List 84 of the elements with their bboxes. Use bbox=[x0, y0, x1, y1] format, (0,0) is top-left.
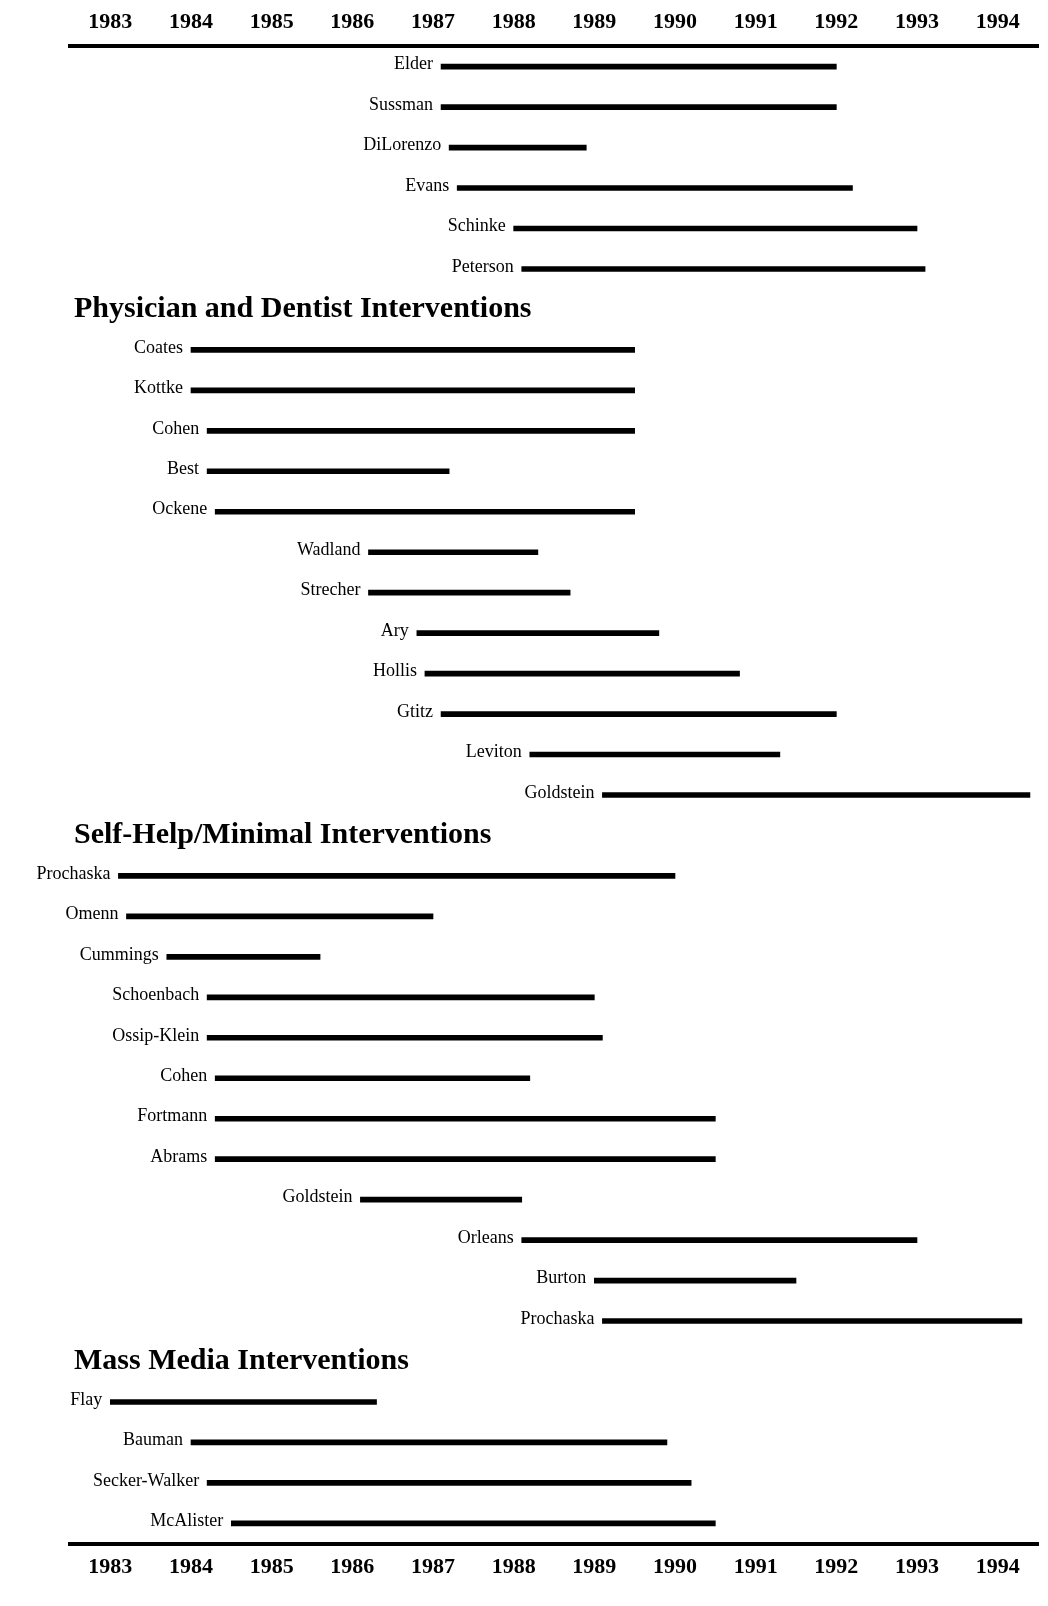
bar bbox=[206, 1034, 603, 1041]
bar bbox=[214, 508, 635, 515]
y-tick-label: Schinke bbox=[447, 215, 506, 236]
x2-tick-label: 1992 bbox=[814, 1553, 859, 1579]
y-tick-label: Gtitz bbox=[397, 700, 434, 721]
y-tick-label: Orleans bbox=[457, 1226, 514, 1247]
x-tick-label: 1983 bbox=[88, 7, 133, 33]
x2-tick-label: 1988 bbox=[491, 1553, 536, 1579]
y-tick-label: Prochaska bbox=[36, 862, 111, 883]
y-tick-label: Goldstein bbox=[282, 1186, 353, 1207]
y-tick-label: Evans bbox=[405, 174, 450, 195]
bar bbox=[206, 468, 450, 475]
y-tick-label: Sussman bbox=[369, 93, 434, 114]
bar bbox=[456, 185, 853, 191]
bar bbox=[206, 1480, 692, 1486]
y-tick-label: Kottke bbox=[134, 377, 183, 398]
x2-tick-label: 1986 bbox=[330, 1553, 375, 1579]
bar bbox=[214, 1156, 716, 1163]
x-tick-label: 1990 bbox=[653, 7, 697, 33]
y-tick-label: Flay bbox=[70, 1388, 103, 1409]
y-tick-label: Burton bbox=[536, 1267, 587, 1288]
y-tick-label: Elder bbox=[394, 53, 434, 74]
y-tick-label: Ary bbox=[380, 619, 409, 640]
x-tick-label: 1985 bbox=[249, 7, 294, 33]
bar bbox=[440, 104, 837, 110]
x-tick-label: 1994 bbox=[975, 7, 1020, 33]
bar bbox=[206, 994, 595, 1001]
x-tick-label: 1988 bbox=[491, 7, 536, 33]
bar bbox=[214, 1075, 531, 1082]
y-tick-label: Leviton bbox=[465, 741, 522, 762]
x2-tick-label: 1990 bbox=[653, 1553, 697, 1579]
annotation: Mass Media Interventions bbox=[74, 1342, 409, 1376]
bar bbox=[602, 1318, 1023, 1324]
y-tick-label: Fortmann bbox=[137, 1105, 208, 1126]
x2-tick-label: 1985 bbox=[249, 1553, 294, 1579]
y-tick-label: Wadland bbox=[296, 538, 361, 559]
bar bbox=[521, 1237, 918, 1243]
bar bbox=[521, 266, 926, 272]
x-tick-label: 1984 bbox=[169, 7, 213, 33]
bar bbox=[602, 792, 1031, 798]
bar bbox=[190, 347, 635, 353]
annotation: Physician and Dentist Interventions bbox=[74, 290, 532, 324]
bar bbox=[214, 1115, 716, 1122]
x-tick-label: 1986 bbox=[330, 7, 375, 33]
x2-tick-label: 1993 bbox=[895, 1553, 939, 1579]
bar bbox=[110, 1399, 377, 1405]
y-tick-label: Cohen bbox=[152, 417, 200, 438]
y-tick-label: Secker-Walker bbox=[92, 1469, 200, 1490]
y-tick-label: Prochaska bbox=[520, 1307, 595, 1328]
y-tick-label: Omenn bbox=[65, 903, 119, 924]
y-tick-label: McAlister bbox=[150, 1510, 224, 1531]
x2-tick-label: 1983 bbox=[88, 1553, 133, 1579]
bar bbox=[166, 954, 321, 960]
y-tick-label: Cummings bbox=[79, 943, 159, 964]
y-tick-label: Ossip-Klein bbox=[112, 1024, 200, 1045]
bar bbox=[440, 711, 837, 717]
y-tick-label: Schoenbach bbox=[112, 984, 200, 1005]
y-tick-label: Bauman bbox=[123, 1429, 183, 1450]
x2-tick-label: 1994 bbox=[975, 1553, 1020, 1579]
annotation: Self-Help/Minimal Interventions bbox=[74, 816, 492, 850]
y-tick-label: Coates bbox=[134, 336, 183, 357]
x2-tick-label: 1984 bbox=[169, 1553, 213, 1579]
x-tick-label: 1987 bbox=[411, 7, 455, 33]
x-tick-label: 1989 bbox=[572, 7, 617, 33]
y-tick-label: Goldstein bbox=[524, 781, 595, 802]
bar bbox=[368, 589, 571, 596]
y-tick-label: Peterson bbox=[451, 255, 514, 276]
bar bbox=[118, 873, 676, 879]
bar bbox=[368, 549, 539, 556]
x-tick-label: 1993 bbox=[895, 7, 939, 33]
y-tick-label: Ockene bbox=[152, 498, 208, 519]
y-tick-label: DiLorenzo bbox=[363, 134, 442, 155]
y-tick-label: Cohen bbox=[160, 1064, 208, 1085]
y-tick-label: Hollis bbox=[372, 660, 417, 681]
y-tick-label: Abrams bbox=[150, 1145, 208, 1166]
x2-tick-label: 1987 bbox=[411, 1553, 455, 1579]
y-tick-label: Strecher bbox=[300, 579, 361, 600]
bar bbox=[206, 427, 635, 434]
y-tick-label: Best bbox=[167, 458, 200, 479]
x-tick-label: 1991 bbox=[733, 7, 778, 33]
x2-tick-label: 1989 bbox=[572, 1553, 617, 1579]
x-tick-label: 1992 bbox=[814, 7, 859, 33]
x2-tick-label: 1991 bbox=[733, 1553, 778, 1579]
bar bbox=[416, 630, 660, 636]
